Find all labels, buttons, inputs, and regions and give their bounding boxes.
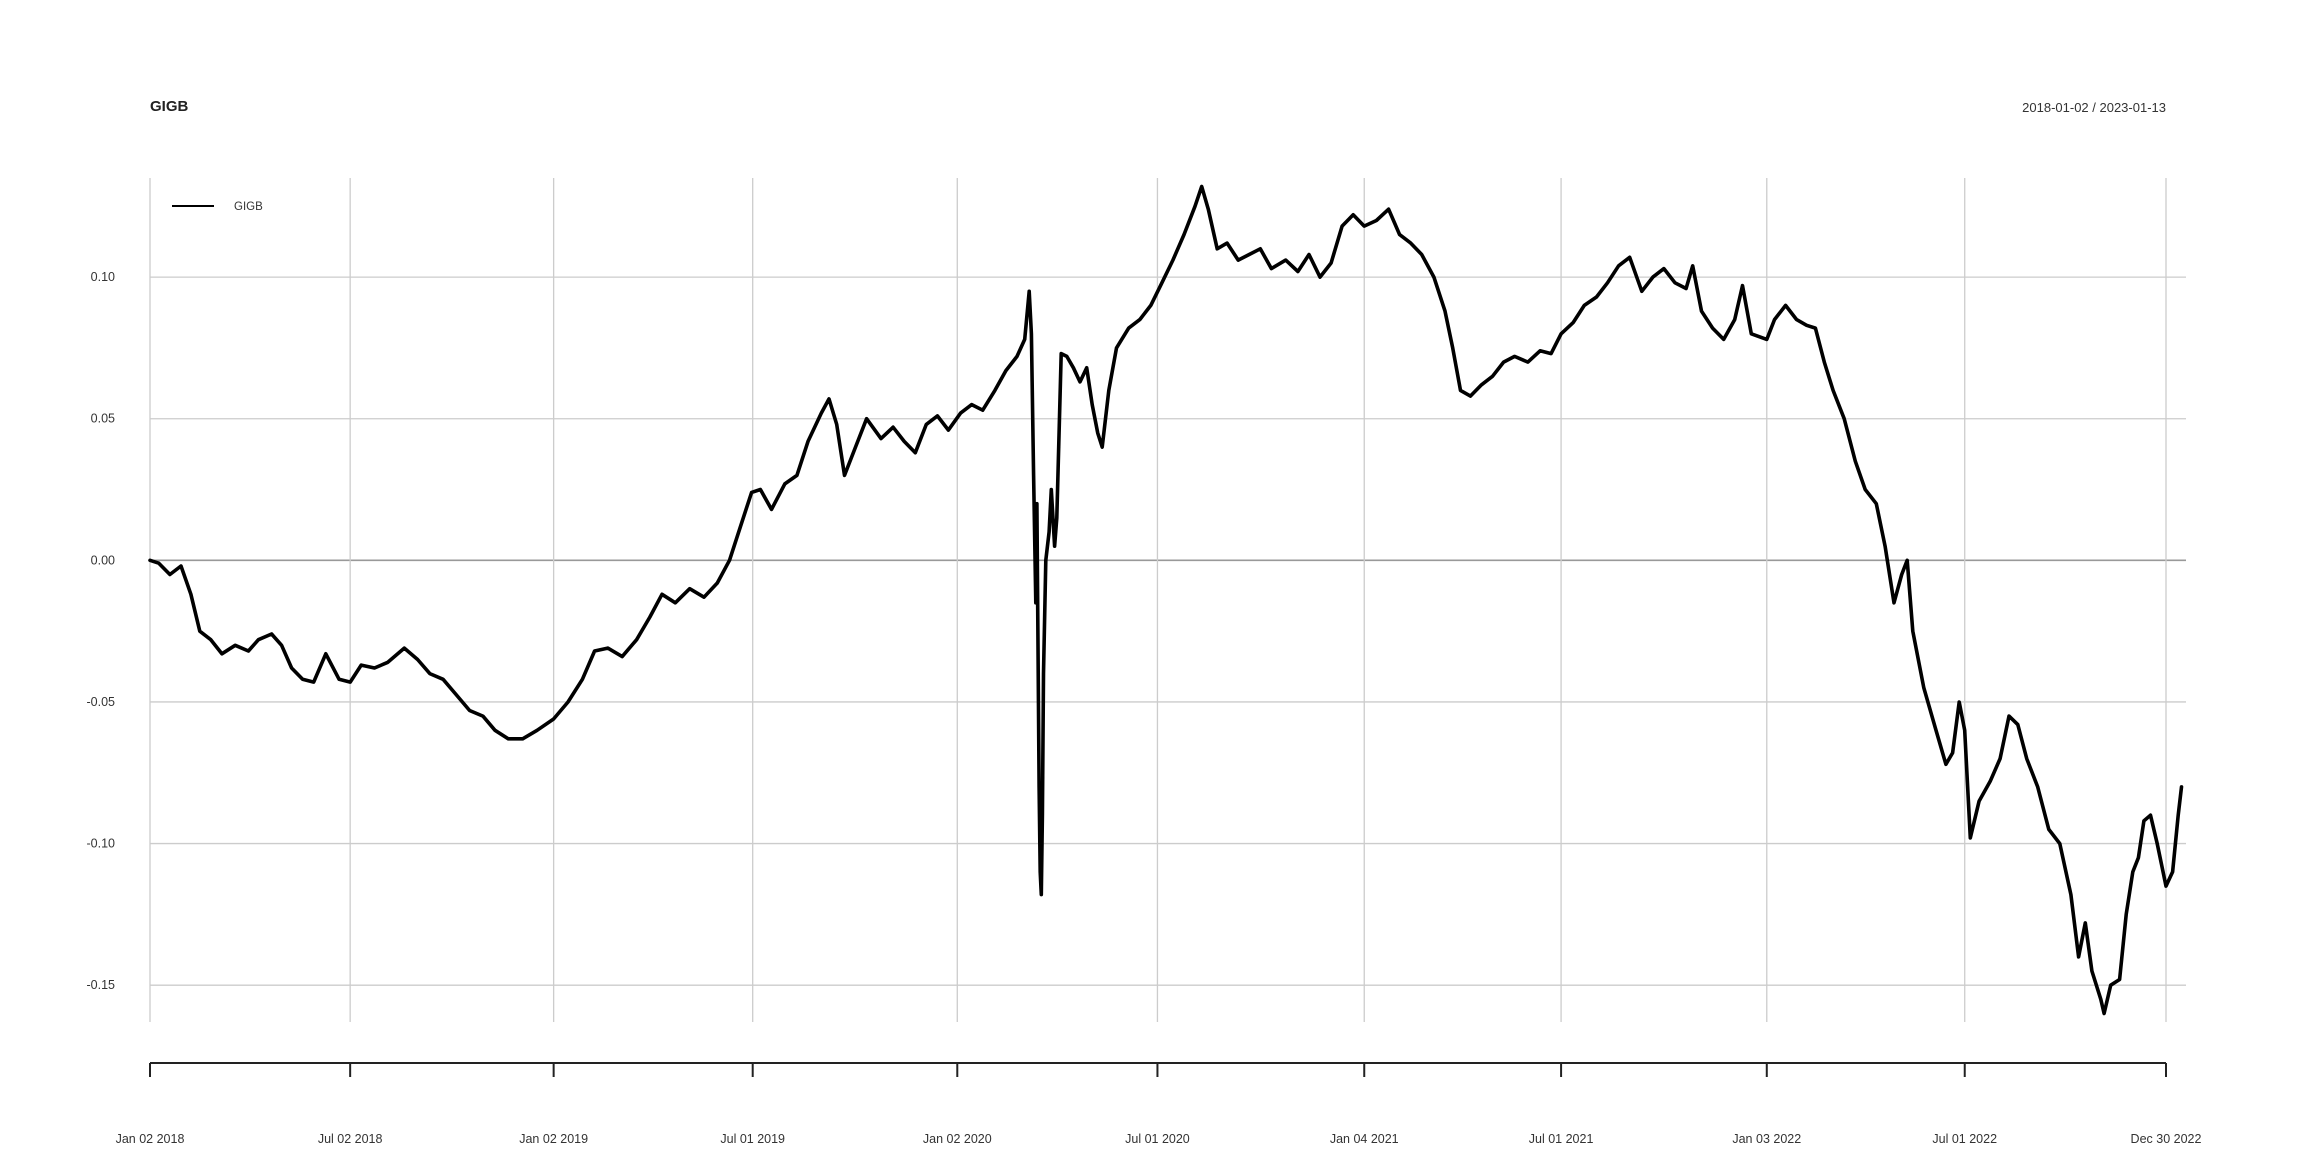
x-tick-label: Jul 02 2018 — [318, 1132, 383, 1146]
x-tick-label: Jan 02 2018 — [116, 1132, 185, 1146]
y-tick-label: 0.05 — [91, 412, 115, 426]
chart-title: GIGB — [150, 98, 189, 115]
legend: GIGB — [172, 201, 263, 213]
x-tick-label: Dec 30 2022 — [2131, 1132, 2202, 1146]
x-tick-label: Jan 03 2022 — [1732, 1132, 1801, 1146]
series-layer — [148, 184, 2184, 1016]
grid — [149, 178, 2186, 1022]
y-tick-label: -0.15 — [87, 978, 116, 992]
date-range-label: 2018-01-02 / 2023-01-13 — [2022, 100, 2166, 115]
y-tick-label: 0.00 — [91, 553, 115, 567]
y-tick-label: 0.10 — [91, 270, 115, 284]
x-tick-label: Jul 01 2020 — [1125, 1132, 1190, 1146]
legend-label: GIGB — [234, 201, 263, 213]
y-tick-label: -0.05 — [87, 695, 116, 709]
series-line-gigb — [148, 184, 2184, 1016]
axes: 0.10 0.05 0.00 -0.05 -0.10 -0.15 Jan 02 2018 Ju… — [87, 270, 2202, 1146]
x-tick-label: Jul 01 2019 — [720, 1132, 785, 1146]
x-tick-label: Jan 04 2021 — [1330, 1132, 1399, 1146]
x-tick-label: Jul 01 2022 — [1932, 1132, 1997, 1146]
x-tick-label: Jul 01 2021 — [1529, 1132, 1594, 1146]
y-tick-label: -0.10 — [87, 837, 116, 851]
x-tick-label: Jan 02 2019 — [519, 1132, 588, 1146]
x-tick-label: Jan 02 2020 — [923, 1132, 992, 1146]
